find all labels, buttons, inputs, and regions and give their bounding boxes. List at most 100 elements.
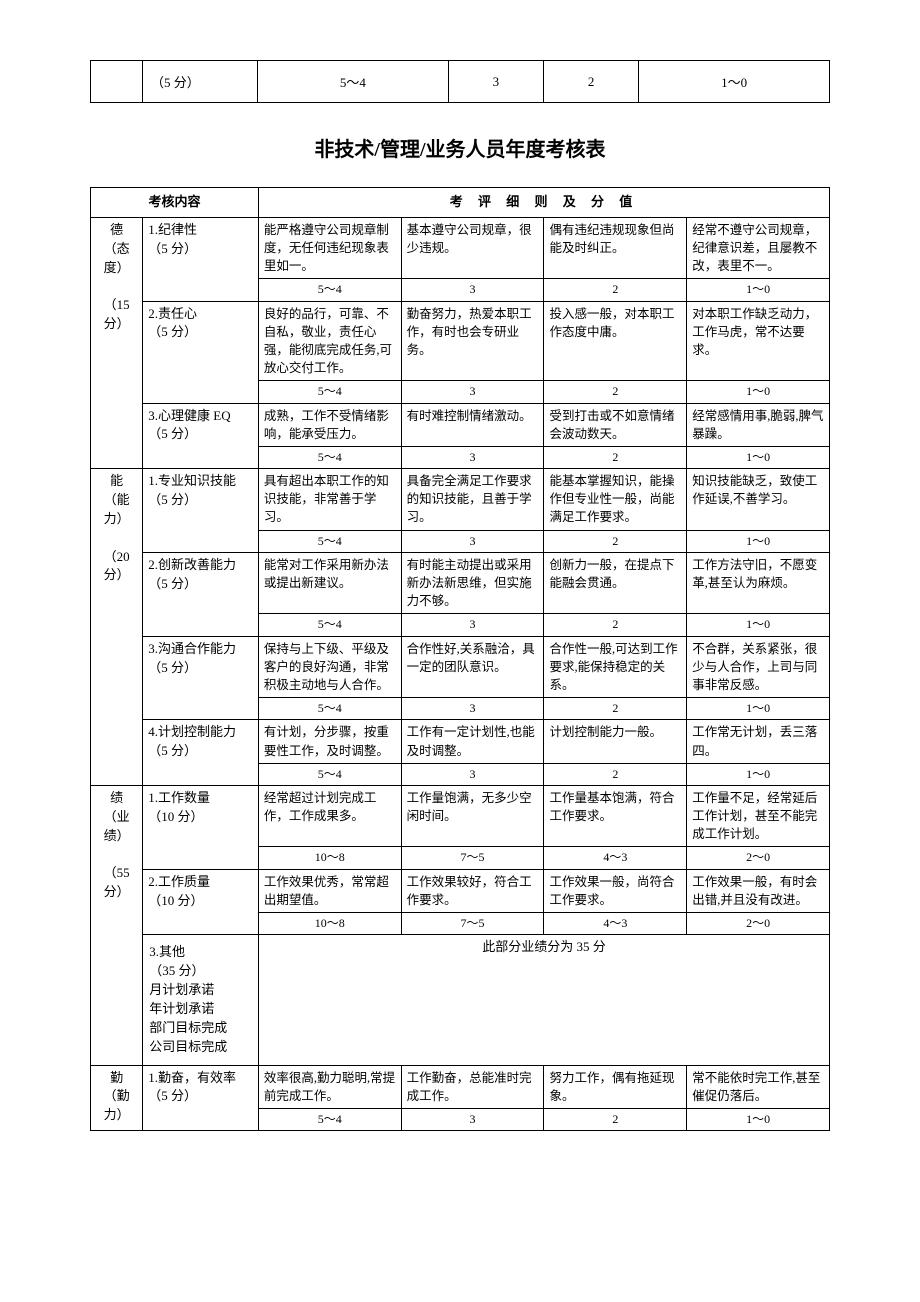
de-item-3-label: 3.心理健康 EQ [148,407,253,426]
qin-item-1-points: （5 分） [148,1087,253,1106]
cat-de: 德 （态度） （15 分） [91,217,143,468]
cat-qin-sub: （勤力） [96,1087,137,1125]
qin-1-desc-2: 努力工作，偶有拖延现象。 [544,1065,687,1108]
ji-item-1-points: （10 分） [148,808,253,827]
neng-item-4-points: （5 分） [148,742,253,761]
ji-merged-label: 3.其他 （35 分） 月计划承诺 年计划承诺 部门目标完成 公司目标完成 [143,935,259,1065]
neng-1-score-2: 2 [544,530,687,552]
ji-merged-text: 此部分业绩分为 35 分 [258,935,829,1065]
de-3-desc-1: 有时难控制情绪激动。 [401,403,544,446]
neng-4-desc-2: 计划控制能力一般。 [544,720,687,763]
qin-item-1-label: 1.勤奋，有效率 [148,1069,253,1088]
neng-item-2-label: 2.创新改善能力 [148,556,253,575]
top-fragment-table: （5 分） 5～4 3 2 1～0 [90,60,830,103]
cat-ji-total: （55 分） [96,864,137,902]
neng-3-score-1: 3 [401,698,544,720]
de-item-3: 3.心理健康 EQ （5 分） [143,403,259,469]
ji-2-score-1: 7～5 [401,913,544,935]
de-1-desc-2: 偶有违纪违规现象但尚能及时纠正。 [544,217,687,278]
ji-2-desc-1: 工作效果较好，符合工作要求。 [401,869,544,912]
ji-2-score-3: 2～0 [687,913,830,935]
header-content: 考核内容 [91,188,259,218]
de-2-desc-3: 对本职工作缺乏动力，工作马虎，常不达要求。 [687,301,830,381]
ji-2-desc-0: 工作效果优秀，常常超出期望值。 [258,869,401,912]
de-3-score-0: 5～4 [258,446,401,468]
neng-2-desc-1: 有时能主动提出或采用新办法新思维，但实施力不够。 [401,552,544,613]
qin-1-score-3: 1～0 [687,1108,830,1130]
ji-item-1-label: 1.工作数量 [148,789,253,808]
de-item-1-points: （5 分） [148,240,253,259]
de-item-2: 2.责任心 （5 分） [143,301,259,403]
qin-1-score-0: 5～4 [258,1108,401,1130]
ji-1-score-2: 4～3 [544,847,687,869]
top-score-3: 1～0 [639,61,830,103]
neng-3-desc-1: 合作性好,关系融洽，具一定的团队意识。 [401,636,544,697]
de-1-desc-1: 基本遵守公司规章，很少违规。 [401,217,544,278]
cat-de-total: （15 分） [96,296,137,334]
de-2-score-2: 2 [544,381,687,403]
neng-2-desc-3: 工作方法守旧，不愿变革,甚至认为麻烦。 [687,552,830,613]
neng-2-desc-2: 创新力一般，在提点下能融会贯通。 [544,552,687,613]
ji-2-score-2: 4～3 [544,913,687,935]
ji-1-desc-3: 工作量不足，经常延后工作计划，甚至不能完成工作计划。 [687,786,830,847]
ji-1-score-0: 10～8 [258,847,401,869]
neng-item-2-points: （5 分） [148,575,253,594]
top-score-1: 3 [448,61,543,103]
ji-1-desc-1: 工作量饱满，无多少空闲时间。 [401,786,544,847]
de-item-2-label: 2.责任心 [148,305,253,324]
de-2-desc-1: 勤奋努力，热爱本职工作，有时也会专研业务。 [401,301,544,381]
evaluation-table: 考核内容 考 评 细 则 及 分 值 德 （态度） （15 分） 1.纪律性 （… [90,187,830,1131]
de-item-1: 1.纪律性 （5 分） [143,217,259,301]
cat-neng: 能 （能力） （20 分） [91,469,143,786]
de-1-desc-0: 能严格遵守公司规章制度，无任何违纪现象表里如一。 [258,217,401,278]
cat-neng-name: 能 [96,472,137,491]
neng-3-score-0: 5～4 [258,698,401,720]
de-1-score-3: 1～0 [687,279,830,301]
cat-ji-name: 绩 [96,789,137,808]
ji-1-score-3: 2～0 [687,847,830,869]
neng-2-score-1: 3 [401,614,544,636]
top-label: （5 分） [143,61,258,103]
neng-4-score-2: 2 [544,763,687,785]
ji-item-2-points: （10 分） [148,892,253,911]
neng-item-3-label: 3.沟通合作能力 [148,640,253,659]
top-blank-1 [91,61,143,103]
ji-item-2: 2.工作质量 （10 分） [143,869,259,935]
neng-2-score-2: 2 [544,614,687,636]
cat-de-sub: （态度） [96,240,137,278]
ji-2-score-0: 10～8 [258,913,401,935]
top-score-2: 2 [543,61,638,103]
neng-3-score-3: 1～0 [687,698,830,720]
de-1-score-2: 2 [544,279,687,301]
ji-2-desc-2: 工作效果一般，尚符合工作要求。 [544,869,687,912]
neng-3-score-2: 2 [544,698,687,720]
cat-de-name: 德 [96,221,137,240]
neng-1-desc-2: 能基本掌握知识，能操作但专业性一般，尚能满足工作要求。 [544,469,687,530]
header-rules: 考 评 细 则 及 分 值 [258,188,829,218]
cat-neng-total: （20 分） [96,548,137,586]
qin-item-1: 1.勤奋，有效率 （5 分） [143,1065,259,1131]
de-3-score-2: 2 [544,446,687,468]
neng-3-desc-2: 合作性一般,可达到工作要求,能保持稳定的关系。 [544,636,687,697]
de-item-1-label: 1.纪律性 [148,221,253,240]
de-1-score-0: 5～4 [258,279,401,301]
cat-neng-sub: （能力） [96,491,137,529]
qin-1-desc-0: 效率很高,勤力聪明,常提前完成工作。 [258,1065,401,1108]
neng-2-score-0: 5～4 [258,614,401,636]
de-item-2-points: （5 分） [148,323,253,342]
neng-1-desc-1: 具备完全满足工作要求的知识技能，且善于学习。 [401,469,544,530]
ji-item-1: 1.工作数量 （10 分） [143,786,259,870]
cat-qin-name: 勤 [96,1069,137,1088]
de-3-desc-3: 经常感情用事,脆弱,脾气暴躁。 [687,403,830,446]
neng-4-score-3: 1～0 [687,763,830,785]
qin-1-score-2: 2 [544,1108,687,1130]
de-2-score-0: 5～4 [258,381,401,403]
neng-1-score-3: 1～0 [687,530,830,552]
neng-1-score-0: 5～4 [258,530,401,552]
neng-4-score-0: 5～4 [258,763,401,785]
de-1-desc-3: 经常不遵守公司规章，纪律意识差，且屡教不改，表里不一。 [687,217,830,278]
neng-item-2: 2.创新改善能力 （5 分） [143,552,259,636]
page-title: 非技术/管理/业务人员年度考核表 [90,133,830,162]
neng-1-score-1: 3 [401,530,544,552]
de-2-desc-0: 良好的品行，可靠、不自私，敬业，责任心强，能彻底完成任务,可放心交付工作。 [258,301,401,381]
